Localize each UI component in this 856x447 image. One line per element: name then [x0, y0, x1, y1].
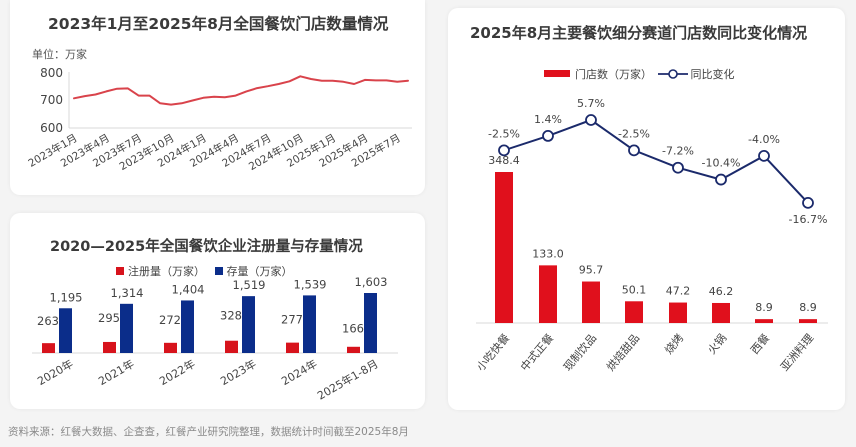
stock-bar: [364, 293, 377, 353]
stock-value-label: 1,195: [50, 290, 83, 304]
yoy-point-marker: [542, 130, 554, 142]
x-tick-label: 2025年1-8月: [315, 356, 381, 402]
x-tick-label: 现制饮品: [561, 332, 599, 374]
line-chart: 800 700 600 2023年1月2023年4月2023年7月2023年10…: [26, 66, 412, 173]
stock-bar: [120, 303, 133, 353]
yoy-value-label: -4.0%: [748, 133, 780, 146]
store-count-chart-card: 2023年1月至2025年8月全国餐饮门店数量情况 单位：万家 800 700 …: [10, 0, 425, 195]
stock-bar: [242, 296, 255, 353]
stock-bar: [181, 300, 194, 353]
stock-value-label: 1,404: [172, 282, 205, 296]
x-tick-label: 火锅: [705, 332, 729, 357]
stock-value-label: 1,539: [294, 277, 327, 291]
registration-value-label: 277: [281, 313, 303, 327]
bar-value-label: 8.9: [755, 301, 773, 314]
y-tick: 600: [40, 121, 63, 135]
store-count-bar: [799, 319, 817, 323]
yoy-point-marker: [672, 161, 684, 174]
yoy-value-label: -10.4%: [702, 157, 741, 170]
store-count-bar: [539, 265, 557, 323]
x-tick-label: 2023年: [218, 356, 259, 388]
x-tick-label: 2024年: [279, 356, 320, 388]
yoy-value-label: -2.5%: [488, 127, 520, 140]
x-tick-label: 烘焙甜品: [603, 331, 642, 374]
stock-bar: [59, 308, 72, 353]
segment-chart-card: 2025年8月主要餐饮细分赛道门店数同比变化情况 门店数（万家） 同比变化 34…: [448, 8, 845, 410]
y-tick: 700: [40, 93, 63, 107]
legend: 门店数（万家） 同比变化: [544, 66, 735, 82]
bar-value-label: 95.7: [579, 264, 604, 277]
legend-line-marker-icon: [657, 69, 688, 79]
store-count-bar: [669, 302, 687, 323]
bar-value-label: 50.1: [622, 283, 647, 296]
legend-label: 注册量（万家）: [128, 265, 205, 278]
store-count-bar: [582, 281, 600, 323]
registration-value-label: 295: [98, 311, 120, 325]
registration-bar: [347, 346, 360, 353]
registration-chart-card: 2020—2025年全国餐饮企业注册量与存量情况 注册量（万家） 存量（万家） …: [10, 213, 425, 409]
yoy-point-marker: [628, 144, 640, 157]
chart-title: 2023年1月至2025年8月全国餐饮门店数量情况: [48, 15, 389, 33]
chart-title: 2025年8月主要餐饮细分赛道门店数同比变化情况: [470, 24, 808, 42]
registration-value-label: 272: [159, 313, 181, 327]
registration-value-label: 263: [37, 314, 59, 328]
store-count-bar: [712, 302, 730, 323]
yoy-point-marker: [498, 144, 510, 157]
data-source-note: 资料来源：红餐大数据、企查查，红餐产业研究院整理，数据统计时间截至2025年8月: [8, 426, 409, 438]
y-tick: 800: [40, 66, 63, 80]
yoy-point-marker: [802, 196, 814, 209]
legend-label: 门店数（万家）: [575, 68, 652, 81]
stock-value-label: 1,314: [111, 286, 144, 300]
yoy-change-line: [503, 119, 809, 204]
stock-value-label: 1,603: [355, 275, 388, 289]
unit-label: 单位：万家: [32, 48, 87, 61]
yoy-point-marker: [715, 173, 727, 186]
yoy-value-label: -16.7%: [789, 213, 828, 226]
yoy-point-marker: [758, 149, 770, 162]
bar-line-chart: 348.4 小吃快餐 133.0 中式正餐 95.7 现制饮品 50.1 烘焙甜品 47.2 烧烤…: [473, 97, 828, 374]
yoy-value-label: 1.4%: [534, 113, 562, 126]
store-count-line: [73, 75, 409, 106]
legend-label: 同比变化: [690, 68, 735, 81]
bar-value-label: 46.2: [709, 285, 734, 298]
store-count-bar: [625, 301, 643, 323]
x-tick-label: 小吃快餐: [473, 331, 512, 374]
stock-bar: [303, 295, 316, 353]
x-tick-label: 2021年: [96, 356, 137, 388]
bar-value-label: 47.2: [666, 285, 691, 298]
chart-title: 2020—2025年全国餐饮企业注册量与存量情况: [50, 239, 363, 255]
stock-value-label: 1,519: [233, 278, 266, 292]
legend-swatch-blue: [214, 267, 223, 275]
x-tick-label: 2020年: [35, 356, 76, 388]
yoy-point-marker: [585, 114, 597, 126]
bar-value-label: 8.9: [799, 301, 817, 314]
registration-bar: [42, 343, 55, 353]
yoy-value-label: 5.7%: [577, 97, 605, 110]
x-tick-label: 中式正餐: [517, 331, 556, 374]
legend-swatch-red: [116, 267, 124, 275]
registration-bar: [225, 340, 238, 353]
store-count-bar: [755, 319, 773, 323]
store-count-bar: [495, 172, 513, 323]
bar-value-label: 348.4: [488, 154, 520, 167]
registration-bar: [164, 342, 177, 353]
registration-bar: [286, 342, 299, 353]
x-tick-label: 2022年: [157, 356, 198, 388]
legend: 注册量（万家） 存量（万家）: [116, 263, 293, 279]
bar-chart: 263 1,195 2020年 295 1,314 2021年 272 1,404 2022年 3…: [32, 275, 398, 403]
x-tick-label: 烧烤: [661, 331, 686, 357]
x-tick-label: 亚洲料理: [777, 331, 816, 374]
registration-bar: [103, 341, 116, 353]
registration-value-label: 328: [220, 309, 242, 323]
bar-value-label: 133.0: [532, 247, 564, 260]
legend-swatch-bar: [544, 70, 570, 77]
legend-label: 存量（万家）: [226, 265, 293, 278]
x-tick-label: 西餐: [747, 331, 772, 357]
yoy-value-label: -7.2%: [662, 145, 694, 158]
registration-value-label: 166: [342, 322, 364, 336]
yoy-value-label: -2.5%: [618, 127, 650, 140]
